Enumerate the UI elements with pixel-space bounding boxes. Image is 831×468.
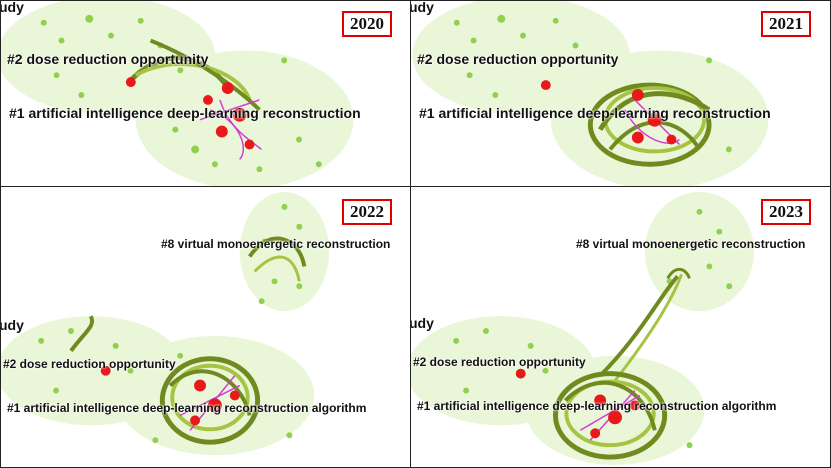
cluster-label-dose-reduction: #2 dose reduction opportunity [413, 355, 586, 369]
year-label: 2022 [342, 199, 392, 225]
cluster-label-ai-reconstruction: #1 artificial intelligence deep-learning… [7, 401, 367, 415]
panel-2022: udy 2022 #8 virtual monoenergetic recons… [0, 186, 412, 468]
cluster-label-virtual-monoenergetic: #8 virtual monoenergetic reconstruction [161, 237, 391, 251]
panel-2021: udy 2021 #2 dose reduction opportunity #… [410, 0, 831, 188]
cluster-label-fragment: udy [0, 0, 24, 15]
year-label: 2023 [761, 199, 811, 225]
cluster-label-dose-reduction: #2 dose reduction opportunity [3, 357, 176, 371]
year-label: 2021 [761, 11, 811, 37]
cluster-label-dose-reduction: #2 dose reduction opportunity [417, 51, 619, 67]
network-2020 [1, 1, 354, 187]
cluster-label-ai-reconstruction: #1 artificial intelligence deep-learning… [417, 399, 777, 413]
network-2022 [1, 191, 330, 456]
panel-2023: udy 2023 #8 virtual monoenergetic recons… [410, 186, 831, 468]
cluster-label-virtual-monoenergetic: #8 virtual monoenergetic reconstruction [576, 237, 806, 251]
cluster-label-ai-reconstruction: #1 artificial intelligence deep-learning… [9, 105, 361, 121]
panel-2020: udy 2020 #2 dose reduction opportunity #… [0, 0, 412, 188]
cluster-label-fragment: udy [410, 315, 434, 331]
cluster-label-fragment: udy [410, 0, 434, 15]
cluster-label-fragment: udy [0, 317, 24, 333]
year-label: 2020 [342, 11, 392, 37]
network-2023 [411, 191, 755, 466]
cluster-label-ai-reconstruction: #1 artificial intelligence deep-learning… [419, 105, 771, 121]
cluster-label-dose-reduction: #2 dose reduction opportunity [7, 51, 209, 67]
network-2021 [412, 1, 769, 187]
